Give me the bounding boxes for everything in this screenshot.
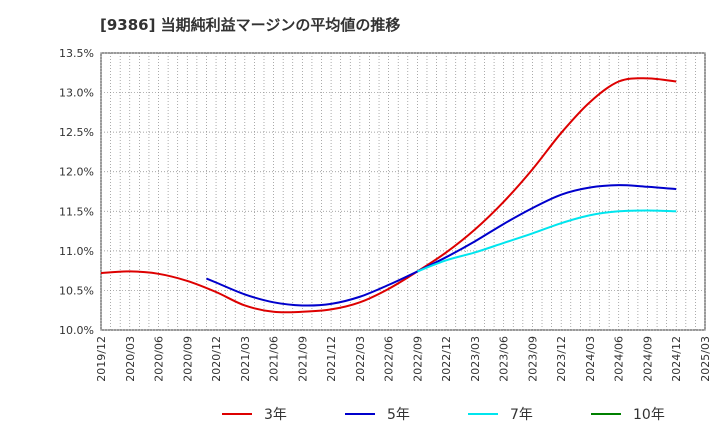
y-tick-label: 10.5% [59, 284, 94, 297]
y-tick-label: 11.0% [59, 245, 94, 258]
series-line-1 [100, 77, 677, 314]
plot-frame [100, 52, 706, 331]
y-tick-label: 12.5% [59, 126, 94, 139]
x-tick-label: 2023/03 [469, 336, 482, 382]
x-tick-label: 2022/09 [411, 336, 424, 382]
x-tick-label: 2019/12 [95, 336, 108, 382]
y-tick-label: 12.0% [59, 166, 94, 179]
chart-title: [9386] 当期純利益マージンの平均値の推移 [100, 16, 401, 34]
x-tick-label: 2024/12 [670, 336, 683, 382]
x-tick-label: 2024/06 [613, 336, 626, 382]
legend-label-3: 7年 [510, 407, 533, 423]
y-tick-label: 11.5% [59, 205, 94, 218]
x-tick-label: 2024/03 [584, 336, 597, 382]
x-tick-label: 2023/06 [498, 336, 511, 382]
x-tick-label: 2023/09 [526, 336, 539, 382]
legend-label-1: 3年 [264, 407, 287, 423]
y-tick-label: 13.0% [59, 87, 94, 100]
x-tick-label: 2020/09 [181, 336, 194, 382]
x-tick-label: 2025/03 [699, 336, 712, 382]
x-tick-label: 2020/12 [210, 336, 223, 382]
x-tick-label: 2022/03 [354, 336, 367, 382]
series-line-2 [206, 184, 677, 307]
series-line-3 [417, 209, 677, 273]
x-tick-label: 2024/09 [641, 336, 654, 382]
y-tick-label: 10.0% [59, 324, 94, 337]
legend-label-4: 10年 [633, 407, 665, 423]
x-tick-label: 2021/09 [296, 336, 309, 382]
x-tick-label: 2020/03 [124, 336, 137, 382]
x-tick-label: 2022/12 [440, 336, 453, 382]
x-tick-label: 2023/12 [555, 336, 568, 382]
x-tick-label: 2021/03 [239, 336, 252, 382]
y-tick-label: 13.5% [59, 47, 94, 60]
legend-label-2: 5年 [387, 407, 410, 423]
x-tick-label: 2021/12 [325, 336, 338, 382]
x-tick-label: 2020/06 [153, 336, 166, 382]
x-tick-label: 2021/06 [268, 336, 281, 382]
x-tick-label: 2022/06 [383, 336, 396, 382]
